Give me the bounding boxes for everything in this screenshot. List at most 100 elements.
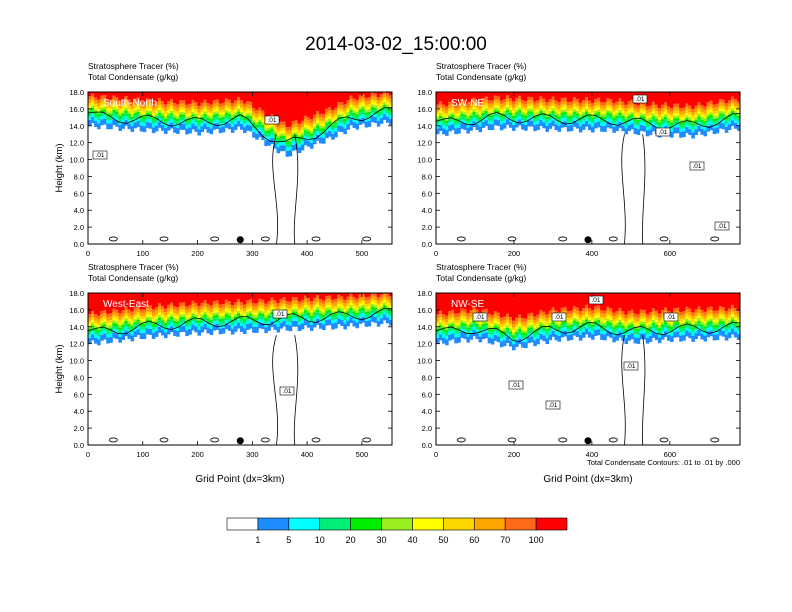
tracer-cell [88,119,92,126]
tracer-cell [548,116,553,120]
tracer-cell [569,322,574,325]
tracer-cell [294,297,299,301]
tracer-cell [379,100,384,104]
tracer-cell [282,145,287,152]
tracer-cell [279,302,284,306]
tracer-cell [445,115,449,119]
tracer-cell [316,127,320,132]
tracer-cell [160,309,165,313]
tracer-cell [358,119,363,125]
tracer-cell [469,319,473,323]
tracer-cell [179,92,183,101]
tracer-cell [325,302,329,306]
tracer-cell [642,321,647,325]
tracer-cell [648,335,653,342]
tracer-cell [609,328,613,332]
tracer-cell [191,310,195,313]
tracer-cell [282,128,287,131]
figure-title: 2014-03-02_15:00:00 [305,34,487,55]
tracer-cell [442,293,446,315]
tracer-cell [685,318,689,322]
tracer-cell [493,95,498,100]
tracer-cell [518,107,522,111]
tracer-cell [700,293,705,310]
tracer-cell [499,100,504,105]
tracer-cell [167,117,171,122]
colorbar-label: 100 [529,535,544,545]
tracer-cell [325,299,329,303]
tracer-cell [319,308,323,311]
tracer-cell [706,102,711,106]
tracer-cell [385,104,390,108]
tracer-cell [566,105,571,109]
tracer-cell [654,317,659,320]
tracer-cell [246,324,250,330]
tracer-cell [316,295,320,299]
tracer-cell [227,310,232,314]
tracer-cell [554,120,559,125]
tracer-cell [618,307,622,312]
tracer-cell [258,293,262,299]
tracer-cell [581,107,586,110]
tracer-cell [496,327,501,330]
tracer-cell [312,123,317,127]
tracer-cell [282,121,287,125]
tracer-cell [639,316,644,320]
tracer-cell [436,328,440,331]
colorbar-swatch [473,517,506,531]
tracer-cell [588,317,592,320]
tracer-cell [364,314,369,318]
tracer-cell [442,328,446,331]
tracer-cell [505,322,510,326]
tracer-cell [349,305,353,308]
tracer-cell [718,309,723,313]
tracer-cell [548,310,553,315]
tracer-cell [581,317,586,321]
tracer-cell [505,316,510,321]
tracer-cell [463,103,467,108]
tracer-cell [328,319,332,326]
tracer-cell [533,108,537,111]
tracer-cell [496,116,501,121]
tracer-cell [133,107,138,111]
tracer-cell [730,110,735,114]
tracer-cell [224,112,229,116]
tracer-cell [121,119,125,123]
tracer-cell [270,137,274,144]
tracer-cell [439,115,443,119]
tracer-cell [112,102,116,105]
tracer-cell [539,113,543,117]
tracer-cell [297,325,302,331]
tracer-cell [285,293,290,302]
tracer-cell [258,318,262,323]
tracer-cell [630,111,635,115]
tracer-cell [499,293,504,318]
tracer-cell [252,320,256,324]
tracer-cell [349,105,353,108]
tracer-cell [133,321,138,325]
tracer-cell [388,316,393,320]
tracer-cell [639,324,644,327]
tracer-cell [469,110,473,114]
tracer-cell [512,332,516,336]
tracer-cell [233,103,238,108]
tracer-cell [294,303,299,307]
tracer-cell [306,315,311,319]
tracer-cell [252,111,256,115]
tracer-cell [508,333,513,338]
tracer-cell [188,308,192,312]
tracer-cell [194,105,198,110]
tracer-cell [157,317,162,321]
tracer-cell [246,300,250,304]
tracer-cell [133,98,138,103]
tracer-cell [373,300,378,303]
tracer-cell [642,293,647,310]
tracer-cell [597,325,601,330]
tracer-cell [300,137,305,142]
y-tick-label: 0.0 [422,441,432,450]
tracer-cell [533,115,537,119]
tracer-cell [679,92,683,109]
tracer-cell [173,109,177,113]
tracer-cell [630,318,635,322]
contour-label: .01 [95,152,104,159]
